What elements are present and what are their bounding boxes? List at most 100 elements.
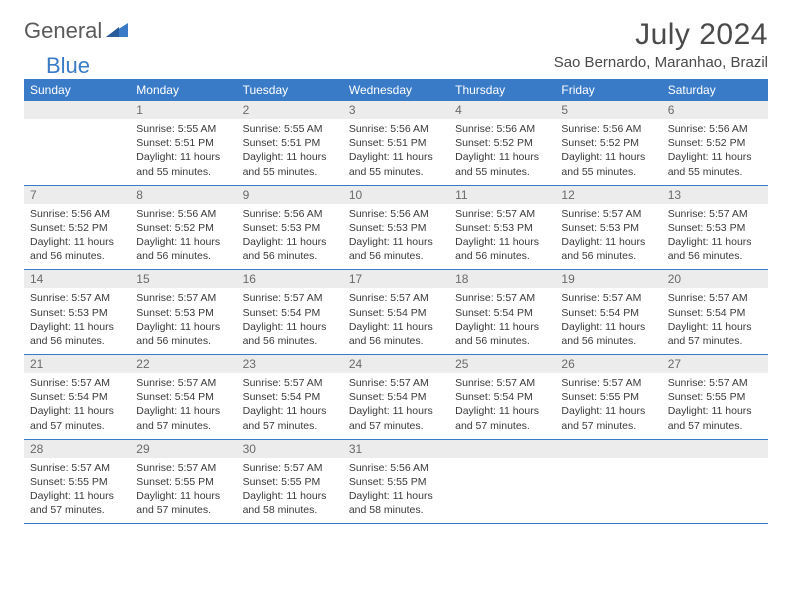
day-content — [449, 458, 555, 508]
day-number: 5 — [555, 101, 661, 119]
page-header: General July 2024 Sao Bernardo, Maranhao… — [24, 18, 768, 71]
calendar-cell: 10Sunrise: 5:56 AMSunset: 5:53 PMDayligh… — [343, 185, 449, 270]
day-number: 21 — [24, 355, 130, 373]
day-number: 30 — [237, 440, 343, 458]
calendar-cell — [662, 439, 768, 524]
calendar-cell: 15Sunrise: 5:57 AMSunset: 5:53 PMDayligh… — [130, 270, 236, 355]
day-number: 14 — [24, 270, 130, 288]
day-content: Sunrise: 5:56 AMSunset: 5:52 PMDaylight:… — [449, 119, 555, 185]
day-number: 19 — [555, 270, 661, 288]
calendar-cell: 5Sunrise: 5:56 AMSunset: 5:52 PMDaylight… — [555, 101, 661, 185]
calendar-cell: 21Sunrise: 5:57 AMSunset: 5:54 PMDayligh… — [24, 355, 130, 440]
day-content: Sunrise: 5:56 AMSunset: 5:52 PMDaylight:… — [24, 204, 130, 270]
calendar-table: SundayMondayTuesdayWednesdayThursdayFrid… — [24, 79, 768, 524]
day-number: 6 — [662, 101, 768, 119]
calendar-row: 21Sunrise: 5:57 AMSunset: 5:54 PMDayligh… — [24, 355, 768, 440]
calendar-cell: 14Sunrise: 5:57 AMSunset: 5:53 PMDayligh… — [24, 270, 130, 355]
day-number: 22 — [130, 355, 236, 373]
day-number: 7 — [24, 186, 130, 204]
calendar-cell: 30Sunrise: 5:57 AMSunset: 5:55 PMDayligh… — [237, 439, 343, 524]
day-content: Sunrise: 5:57 AMSunset: 5:53 PMDaylight:… — [555, 204, 661, 270]
weekday-header: Monday — [130, 79, 236, 101]
calendar-cell — [449, 439, 555, 524]
day-number: 1 — [130, 101, 236, 119]
day-number: 23 — [237, 355, 343, 373]
day-number: 24 — [343, 355, 449, 373]
day-content: Sunrise: 5:57 AMSunset: 5:54 PMDaylight:… — [24, 373, 130, 439]
weekday-header: Tuesday — [237, 79, 343, 101]
day-number: 27 — [662, 355, 768, 373]
day-content: Sunrise: 5:57 AMSunset: 5:54 PMDaylight:… — [662, 288, 768, 354]
day-content: Sunrise: 5:57 AMSunset: 5:54 PMDaylight:… — [237, 373, 343, 439]
brand-logo: General — [24, 18, 130, 44]
day-content: Sunrise: 5:56 AMSunset: 5:52 PMDaylight:… — [662, 119, 768, 185]
day-number: 2 — [237, 101, 343, 119]
day-number: 17 — [343, 270, 449, 288]
day-content — [662, 458, 768, 508]
day-number: 4 — [449, 101, 555, 119]
day-content: Sunrise: 5:56 AMSunset: 5:53 PMDaylight:… — [343, 204, 449, 270]
calendar-cell: 6Sunrise: 5:56 AMSunset: 5:52 PMDaylight… — [662, 101, 768, 185]
brand-part2: Blue — [46, 53, 90, 79]
calendar-body: 1Sunrise: 5:55 AMSunset: 5:51 PMDaylight… — [24, 101, 768, 524]
day-content: Sunrise: 5:57 AMSunset: 5:54 PMDaylight:… — [130, 373, 236, 439]
calendar-header-row: SundayMondayTuesdayWednesdayThursdayFrid… — [24, 79, 768, 101]
weekday-header: Thursday — [449, 79, 555, 101]
day-content: Sunrise: 5:57 AMSunset: 5:53 PMDaylight:… — [449, 204, 555, 270]
day-number — [662, 440, 768, 458]
day-number: 12 — [555, 186, 661, 204]
day-content: Sunrise: 5:57 AMSunset: 5:53 PMDaylight:… — [24, 288, 130, 354]
day-content: Sunrise: 5:57 AMSunset: 5:54 PMDaylight:… — [343, 288, 449, 354]
day-number: 11 — [449, 186, 555, 204]
calendar-cell: 1Sunrise: 5:55 AMSunset: 5:51 PMDaylight… — [130, 101, 236, 185]
calendar-row: 1Sunrise: 5:55 AMSunset: 5:51 PMDaylight… — [24, 101, 768, 185]
day-number: 15 — [130, 270, 236, 288]
calendar-cell: 4Sunrise: 5:56 AMSunset: 5:52 PMDaylight… — [449, 101, 555, 185]
day-content: Sunrise: 5:57 AMSunset: 5:55 PMDaylight:… — [555, 373, 661, 439]
weekday-header: Sunday — [24, 79, 130, 101]
calendar-cell: 19Sunrise: 5:57 AMSunset: 5:54 PMDayligh… — [555, 270, 661, 355]
day-number — [449, 440, 555, 458]
day-content: Sunrise: 5:56 AMSunset: 5:52 PMDaylight:… — [130, 204, 236, 270]
calendar-cell: 22Sunrise: 5:57 AMSunset: 5:54 PMDayligh… — [130, 355, 236, 440]
day-content: Sunrise: 5:57 AMSunset: 5:54 PMDaylight:… — [343, 373, 449, 439]
calendar-cell: 25Sunrise: 5:57 AMSunset: 5:54 PMDayligh… — [449, 355, 555, 440]
calendar-cell: 13Sunrise: 5:57 AMSunset: 5:53 PMDayligh… — [662, 185, 768, 270]
calendar-cell: 2Sunrise: 5:55 AMSunset: 5:51 PMDaylight… — [237, 101, 343, 185]
calendar-cell: 16Sunrise: 5:57 AMSunset: 5:54 PMDayligh… — [237, 270, 343, 355]
day-number: 20 — [662, 270, 768, 288]
day-number: 3 — [343, 101, 449, 119]
calendar-cell: 11Sunrise: 5:57 AMSunset: 5:53 PMDayligh… — [449, 185, 555, 270]
day-content: Sunrise: 5:56 AMSunset: 5:55 PMDaylight:… — [343, 458, 449, 524]
day-content: Sunrise: 5:57 AMSunset: 5:54 PMDaylight:… — [555, 288, 661, 354]
calendar-row: 14Sunrise: 5:57 AMSunset: 5:53 PMDayligh… — [24, 270, 768, 355]
calendar-cell: 20Sunrise: 5:57 AMSunset: 5:54 PMDayligh… — [662, 270, 768, 355]
day-content: Sunrise: 5:56 AMSunset: 5:52 PMDaylight:… — [555, 119, 661, 185]
calendar-cell: 9Sunrise: 5:56 AMSunset: 5:53 PMDaylight… — [237, 185, 343, 270]
day-number: 31 — [343, 440, 449, 458]
day-content: Sunrise: 5:56 AMSunset: 5:51 PMDaylight:… — [343, 119, 449, 185]
calendar-cell: 31Sunrise: 5:56 AMSunset: 5:55 PMDayligh… — [343, 439, 449, 524]
day-content: Sunrise: 5:55 AMSunset: 5:51 PMDaylight:… — [130, 119, 236, 185]
day-content: Sunrise: 5:57 AMSunset: 5:55 PMDaylight:… — [130, 458, 236, 524]
day-number: 10 — [343, 186, 449, 204]
day-content: Sunrise: 5:57 AMSunset: 5:53 PMDaylight:… — [130, 288, 236, 354]
weekday-header: Wednesday — [343, 79, 449, 101]
day-number — [555, 440, 661, 458]
day-content: Sunrise: 5:57 AMSunset: 5:54 PMDaylight:… — [449, 288, 555, 354]
day-number: 9 — [237, 186, 343, 204]
calendar-row: 7Sunrise: 5:56 AMSunset: 5:52 PMDaylight… — [24, 185, 768, 270]
calendar-cell: 27Sunrise: 5:57 AMSunset: 5:55 PMDayligh… — [662, 355, 768, 440]
day-number: 29 — [130, 440, 236, 458]
calendar-cell: 17Sunrise: 5:57 AMSunset: 5:54 PMDayligh… — [343, 270, 449, 355]
calendar-cell — [555, 439, 661, 524]
day-content: Sunrise: 5:57 AMSunset: 5:55 PMDaylight:… — [662, 373, 768, 439]
calendar-cell: 24Sunrise: 5:57 AMSunset: 5:54 PMDayligh… — [343, 355, 449, 440]
day-number: 26 — [555, 355, 661, 373]
calendar-row: 28Sunrise: 5:57 AMSunset: 5:55 PMDayligh… — [24, 439, 768, 524]
calendar-page: General July 2024 Sao Bernardo, Maranhao… — [0, 0, 792, 542]
calendar-cell: 26Sunrise: 5:57 AMSunset: 5:55 PMDayligh… — [555, 355, 661, 440]
month-title: July 2024 — [554, 18, 768, 52]
day-number: 16 — [237, 270, 343, 288]
day-content — [555, 458, 661, 508]
